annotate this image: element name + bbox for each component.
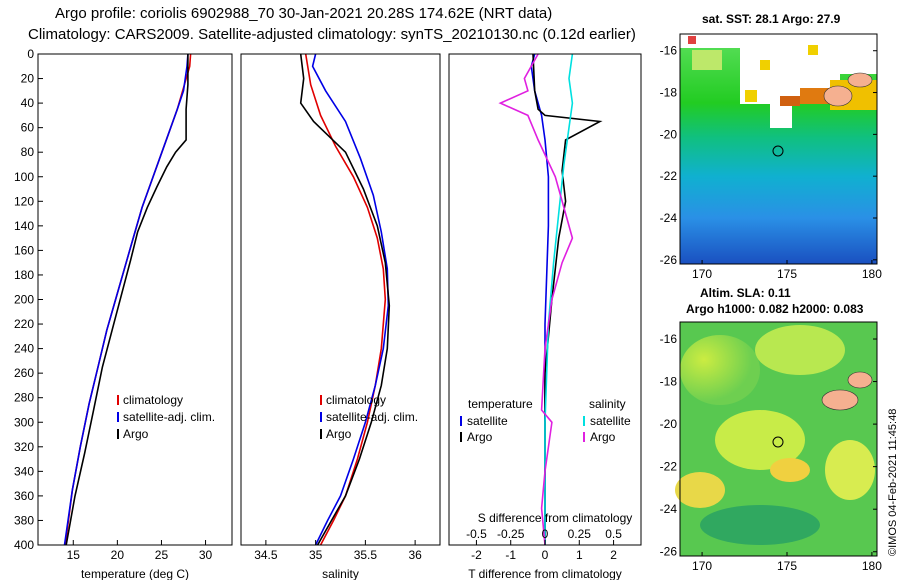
legend-label: Argo [467,430,493,444]
x-tick-label: -1 [505,548,516,562]
y-tick-label: 120 [14,194,34,208]
y-tick-label: 380 [14,513,34,527]
map-x-tick-label: 175 [777,267,797,281]
x-tick-label: 35 [309,548,323,562]
x-tick-label-top: -0.25 [497,527,525,541]
map-y-tick-label: -26 [660,253,678,267]
x-tick-label: 20 [111,548,125,562]
legend-label: Argo [326,427,352,441]
series-line-temperature-1 [63,53,189,546]
y-tick-label: 60 [21,121,35,135]
series-line-salinity-0 [304,53,387,546]
x-tick-label: -2 [471,548,482,562]
y-tick-label: 100 [14,170,34,184]
copyright-stamp: ©IMOS 04-Feb-2021 11:45:48 [887,408,899,556]
x-tick-label-top: -0.5 [466,527,487,541]
x-tick-label: 15 [67,548,81,562]
map-x-tick-label: 180 [862,267,882,281]
series-line-difference-3 [498,53,574,546]
legend-label: satellite-adj. clim. [326,410,418,424]
map-y-tick-label: -18 [660,375,678,389]
y-tick-label: 140 [14,219,34,233]
legend-label: satellite [467,414,508,428]
map-axes-1: 170 175 180 -16 -18 -20 -22 -24 -26 [660,332,883,573]
x-tick-label: 0 [542,548,549,562]
plot-frame [240,53,441,546]
map-x-tick-label: 170 [692,267,712,281]
x-tick-label-top: 0.25 [568,527,592,541]
y-tick-label: 40 [21,96,35,110]
map-y-tick-label: -20 [660,417,678,431]
series-line-temperature-2 [65,54,189,546]
x-tick-label: 1 [576,548,583,562]
y-tick-label: 0 [27,47,34,61]
x-tick-label: 34.5 [254,548,278,562]
map-y-tick-label: -22 [660,460,678,474]
sst-map-title: sat. SST: 28.1 Argo: 27.9 [702,12,841,26]
map-y-tick-label: -16 [660,44,678,58]
y-tick-label: 360 [14,489,34,503]
x-axis-label: temperature (deg C) [81,567,189,580]
page-subtitle: Climatology: CARS2009. Satellite-adjuste… [28,26,636,43]
y-tick-label: 400 [14,538,34,552]
panel-salinity: 34.5 35 35.5 36 salinity climatology satellite… [240,53,441,580]
map-x-tick-label: 175 [777,559,797,573]
page-title: Argo profile: coriolis 6902988_70 30-Jan… [55,5,553,22]
map-x-tick-label: 180 [862,559,882,573]
map-y-tick-label: -24 [660,502,678,516]
panel-difference: -2 -1 0 1 2 T difference from climatology temp… [448,53,642,580]
legend-title-left: temperature [468,397,533,411]
map-y-tick-label: -18 [660,86,678,100]
legend-label: climatology [326,393,386,407]
sla-map [675,321,878,557]
map-axes-0: 170 175 180 -16 -18 -20 -22 -24 -26 [660,44,883,281]
panel-temperature: 15 20 25 30 temperature (deg C) 0 20 40 60 80 100 1… [14,47,233,580]
map-y-tick-label: -26 [660,545,678,559]
x-axis-label: salinity [322,567,359,580]
map-y-tick-label: -22 [660,169,678,183]
y-tick-label: 180 [14,268,34,282]
legend-label: climatology [123,393,183,407]
y-tick-label: 220 [14,317,34,331]
x-tick-label: 35.5 [354,548,378,562]
x-axis-label-top: S difference from climatology [478,511,633,525]
legend-label: satellite-adj. clim. [123,410,215,424]
y-tick-label: 200 [14,293,34,307]
legend-label: Argo [123,427,149,441]
y-tick-label: 280 [14,391,34,405]
y-tick-label: 300 [14,415,34,429]
x-tick-label: 25 [155,548,169,562]
legend-label: Argo [590,430,616,444]
y-tick-label: 20 [21,72,35,86]
y-tick-label: 320 [14,440,34,454]
y-tick-label: 260 [14,366,34,380]
y-tick-label: 160 [14,243,34,257]
x-tick-label: 30 [199,548,213,562]
x-axis-label: T difference from climatology [468,567,622,580]
sla-map-subtitle: Argo h1000: 0.082 h2000: 0.083 [686,302,864,316]
legend-label: satellite [590,414,631,428]
x-tick-label: 36 [408,548,422,562]
sst-map [679,33,878,265]
map-y-tick-label: -24 [660,211,678,225]
sla-map-title: Altim. SLA: 0.11 [700,286,791,300]
x-tick-label-top: 0 [542,527,549,541]
y-tick-label: 80 [21,145,35,159]
map-y-tick-label: -16 [660,332,678,346]
y-tick-label: 340 [14,464,34,478]
map-y-tick-label: -20 [660,127,678,141]
y-tick-label: 240 [14,342,34,356]
series-line-salinity-2 [299,53,391,546]
legend-title-right: salinity [589,397,626,411]
x-tick-label: 2 [610,548,617,562]
map-x-tick-label: 170 [692,559,712,573]
x-tick-label-top: 0.5 [605,527,622,541]
